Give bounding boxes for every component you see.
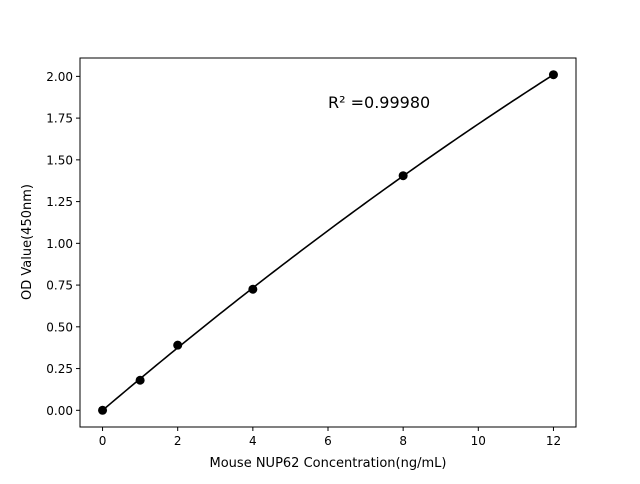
y-tick-label: 0.25 — [46, 362, 73, 376]
data-point — [173, 340, 183, 350]
x-axis-label: Mouse NUP62 Concentration(ng/mL) — [210, 456, 447, 471]
x-axis: 0 2 4 6 8 10 12 — [99, 427, 561, 448]
r-squared-annotation: R² =0.99980 — [328, 93, 430, 112]
data-point — [98, 405, 108, 415]
plot-area — [79, 57, 577, 428]
y-tick-label: 1.50 — [46, 153, 73, 167]
x-tick-label: 0 — [99, 434, 107, 448]
y-tick-label: 1.75 — [46, 112, 73, 126]
y-axis-label: OD Value(450nm) — [20, 184, 35, 300]
y-tick-label: 0.00 — [46, 404, 73, 418]
data-point — [248, 284, 258, 294]
y-tick-label: 1.25 — [46, 195, 73, 209]
x-tick-label: 12 — [546, 434, 561, 448]
data-point — [548, 70, 558, 80]
x-tick-label: 10 — [471, 434, 486, 448]
x-tick-label: 6 — [324, 434, 332, 448]
x-tick-label: 8 — [399, 434, 407, 448]
data-points — [98, 70, 558, 415]
x-tick-label: 4 — [249, 434, 257, 448]
y-tick-label: 2.00 — [46, 70, 73, 84]
data-point — [135, 375, 145, 385]
y-tick-label: 0.75 — [46, 279, 73, 293]
x-tick-label: 2 — [174, 434, 182, 448]
data-point — [398, 171, 408, 181]
y-tick-label: 1.00 — [46, 237, 73, 251]
fit-curve — [102, 73, 554, 411]
y-axis: 0.00 0.25 0.50 0.75 1.00 1.25 1.50 1.75 2.00 — [46, 70, 80, 418]
y-tick-label: 0.50 — [46, 320, 73, 334]
